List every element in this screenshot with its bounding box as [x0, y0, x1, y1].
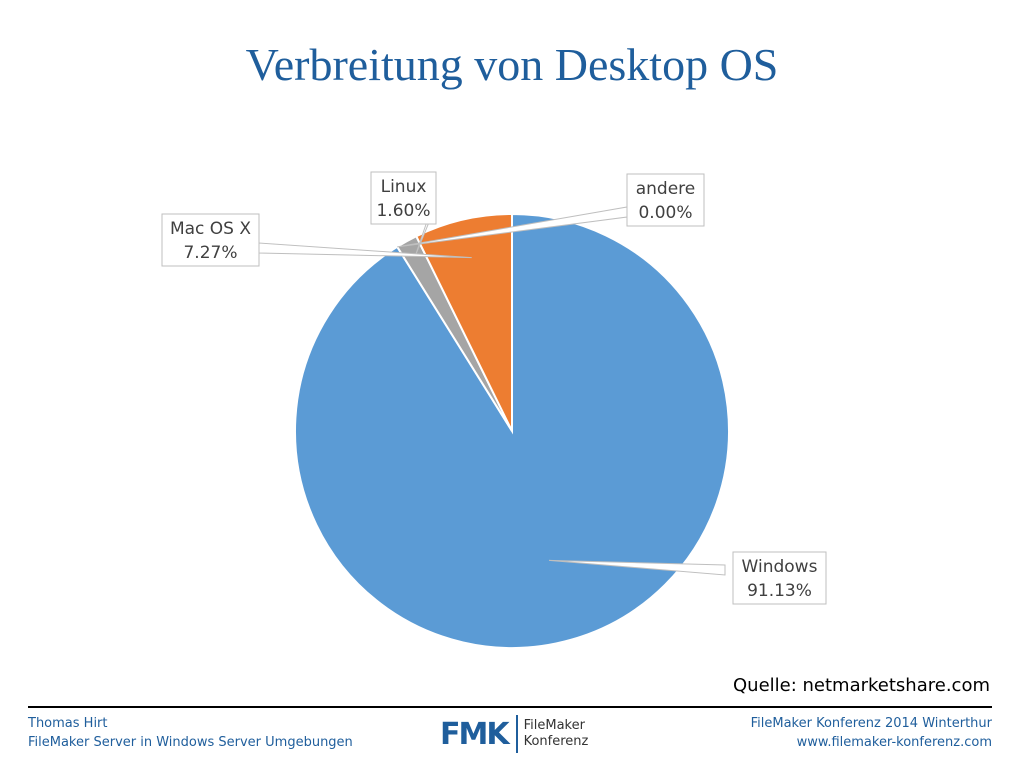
logo-line2: Konferenz: [523, 734, 589, 749]
data-label-value: 0.00%: [638, 203, 692, 223]
fmk-logo: FMK FileMaker Konferenz: [440, 712, 588, 756]
data-label-value: 91.13%: [747, 581, 812, 601]
data-label-name: andere: [636, 179, 696, 199]
callout-box: [161, 213, 260, 267]
footer-left: Thomas Hirt FileMaker Server in Windows …: [28, 714, 353, 752]
pie-slice-mac-os-x: [414, 212, 513, 432]
footer-divider: [28, 706, 992, 708]
source-note: Quelle: netmarketshare.com: [733, 675, 990, 696]
logo-text: FileMaker Konferenz: [524, 718, 589, 750]
logo-line1: FileMaker: [523, 718, 585, 733]
pie-chart: Windows 91.13% andere 0.00% Linux 1.60% Mac OS…: [161, 171, 827, 649]
slide-title: Verbreitung von Desktop OS: [245, 39, 779, 90]
footer-subtitle: FileMaker Server in Windows Server Umgeb…: [28, 735, 353, 750]
callout-box: [626, 173, 705, 227]
footer-event: FileMaker Konferenz 2014 Winterthur: [750, 716, 992, 731]
footer-url: www.filemaker-konferenz.com: [796, 735, 992, 750]
callout-leader: [548, 559, 726, 576]
pie-callouts: Windows 91.13% andere 0.00% Linux 1.60% Mac OS…: [161, 171, 827, 605]
data-label-value: 1.60%: [376, 201, 430, 221]
callout-box: [732, 551, 827, 605]
pie-slices: [294, 212, 730, 649]
logo-mark: FMK: [440, 716, 510, 752]
callout-box: [370, 171, 437, 225]
logo-divider: [515, 715, 518, 753]
data-label-name: Windows: [742, 557, 818, 577]
data-label-value: 7.27%: [183, 243, 237, 263]
data-label-name: Linux: [381, 177, 427, 197]
data-label-name: Mac OS X: [170, 219, 251, 239]
footer-author: Thomas Hirt: [28, 716, 108, 731]
footer-right: FileMaker Konferenz 2014 Winterthur www.…: [751, 714, 992, 752]
